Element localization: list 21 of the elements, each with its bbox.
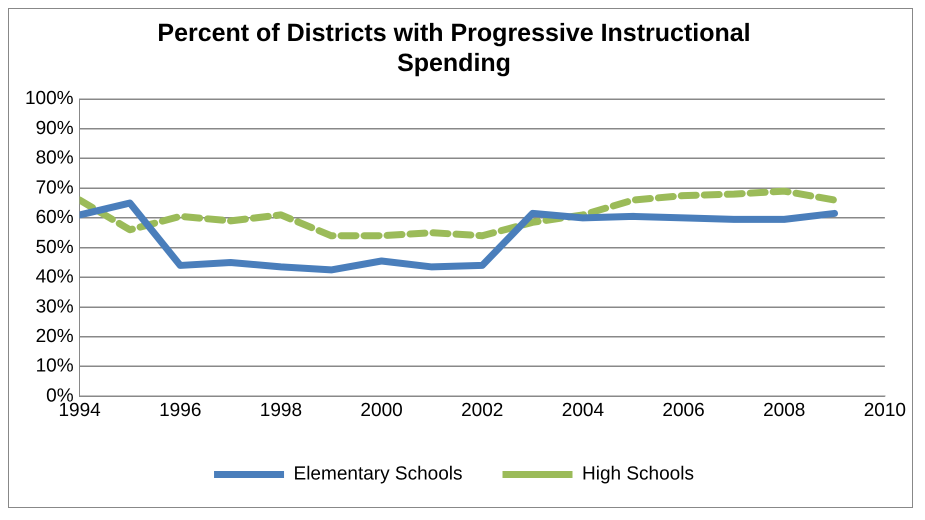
x-tick-label: 2002 <box>461 400 504 421</box>
x-tick-label: 2000 <box>360 400 403 421</box>
x-tick-label: 1998 <box>260 400 302 421</box>
x-tick-label: 1996 <box>159 400 202 421</box>
legend-label: High Schools <box>582 464 694 485</box>
y-tick-label: 70% <box>36 177 74 198</box>
y-tick-label: 20% <box>36 326 74 347</box>
y-tick-label: 50% <box>36 236 74 258</box>
x-tick-label: 2006 <box>662 400 705 421</box>
chart-title: Percent of Districts with Progressive Instructional Spending <box>157 18 751 77</box>
y-tick-label: 40% <box>36 266 74 288</box>
y-tick-label: 60% <box>36 207 74 228</box>
y-tick-label: 90% <box>36 118 74 139</box>
y-tick-label: 80% <box>36 148 74 169</box>
y-tick-label: 100% <box>24 88 74 110</box>
x-tick-label: 2008 <box>763 400 806 421</box>
y-tick-label: 30% <box>36 296 74 318</box>
x-tick-label: 2010 <box>864 400 906 421</box>
y-tick-label: 10% <box>36 356 74 377</box>
x-tick-label: 2004 <box>562 400 604 421</box>
legend-label: Elementary Schools <box>294 464 463 485</box>
